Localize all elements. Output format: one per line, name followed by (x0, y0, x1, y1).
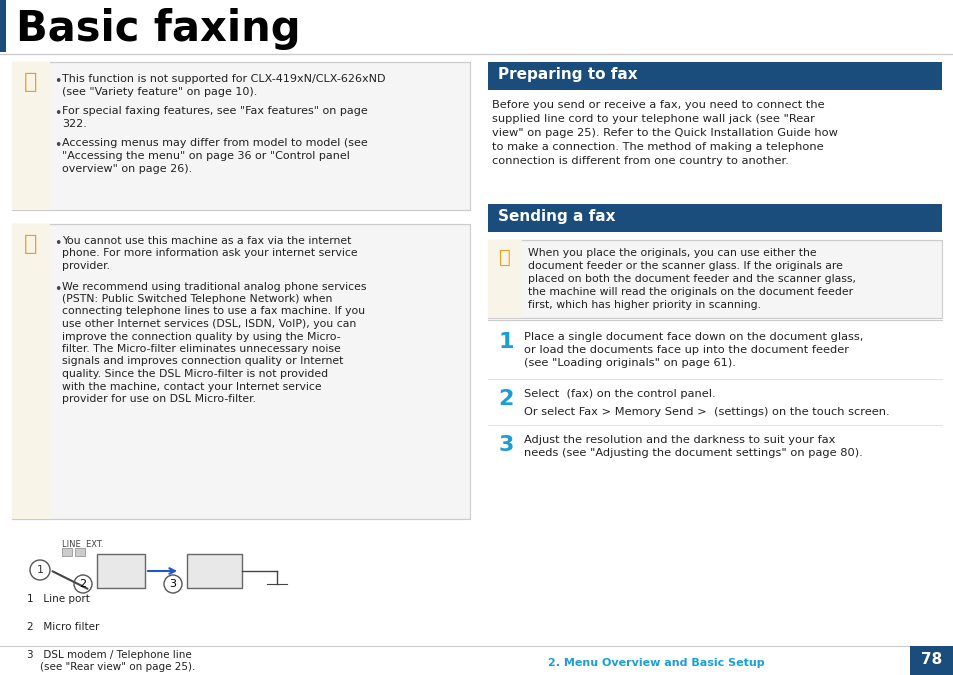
Text: (PSTN: Public Switched Telephone Network) when: (PSTN: Public Switched Telephone Network… (62, 294, 332, 304)
Bar (62, 548, 71, 556)
Text: Basic faxing: Basic faxing (16, 8, 300, 50)
Text: Select  (fax) on the control panel.: Select (fax) on the control panel. (523, 389, 715, 399)
Text: view" on page 25). Refer to the Quick Installation Guide how: view" on page 25). Refer to the Quick In… (492, 128, 837, 138)
Text: 1   Line port: 1 Line port (27, 594, 90, 604)
Text: connecting telephone lines to use a fax machine. If you: connecting telephone lines to use a fax … (62, 306, 365, 317)
Text: Adjust the resolution and the darkness to suit your fax: Adjust the resolution and the darkness t… (523, 435, 835, 445)
Text: (see "Variety feature" on page 10).: (see "Variety feature" on page 10). (62, 87, 257, 97)
Text: Place a single document face down on the document glass,: Place a single document face down on the… (523, 332, 862, 342)
Text: 🖊: 🖊 (24, 234, 38, 254)
Text: with the machine, contact your Internet service: with the machine, contact your Internet … (62, 381, 321, 391)
Text: Before you send or receive a fax, you need to connect the: Before you send or receive a fax, you ne… (492, 100, 823, 110)
Text: document feeder or the scanner glass. If the originals are: document feeder or the scanner glass. If… (527, 261, 842, 271)
Text: 78: 78 (921, 653, 942, 668)
Text: •: • (54, 237, 61, 250)
Bar (0, 0, 6, 52)
Text: needs (see "Adjusting the document settings" on page 80).: needs (see "Adjusting the document setti… (523, 448, 862, 458)
Text: 2: 2 (497, 389, 513, 409)
Bar (488, 240, 521, 318)
Bar (97, 554, 145, 588)
Text: filter. The Micro-filter eliminates unnecessary noise: filter. The Micro-filter eliminates unne… (62, 344, 340, 354)
Text: You cannot use this machine as a fax via the internet: You cannot use this machine as a fax via… (62, 236, 351, 246)
Text: Sending a fax: Sending a fax (497, 209, 615, 224)
Text: first, which has higher priority in scanning.: first, which has higher priority in scan… (527, 300, 760, 310)
Text: provider.: provider. (62, 261, 110, 271)
Text: to make a connection. The method of making a telephone: to make a connection. The method of maki… (492, 142, 822, 152)
Text: (see "Loading originals" on page 61).: (see "Loading originals" on page 61). (523, 358, 735, 368)
Text: This function is not supported for CLX-419xN/CLX-626xND: This function is not supported for CLX-4… (62, 74, 385, 84)
Text: 2: 2 (79, 579, 87, 589)
Text: Preparing to fax: Preparing to fax (497, 67, 637, 82)
Text: quality. Since the DSL Micro-filter is not provided: quality. Since the DSL Micro-filter is n… (62, 369, 328, 379)
Text: supplied line cord to your telephone wall jack (see "Rear: supplied line cord to your telephone wal… (492, 114, 814, 124)
Text: For special faxing features, see "Fax features" on page: For special faxing features, see "Fax fe… (62, 106, 367, 116)
Text: When you place the originals, you can use either the: When you place the originals, you can us… (527, 248, 816, 258)
Text: •: • (54, 75, 61, 88)
Bar (12, 224, 50, 519)
Text: 1: 1 (36, 565, 44, 575)
Bar (488, 240, 941, 318)
Text: 2   Micro filter: 2 Micro filter (27, 622, 99, 632)
Bar (75, 548, 85, 556)
Text: connection is different from one country to another.: connection is different from one country… (492, 156, 788, 166)
Text: (see "Rear view" on page 25).: (see "Rear view" on page 25). (27, 662, 195, 672)
Text: 🖊: 🖊 (498, 248, 511, 267)
Text: phone. For more information ask your internet service: phone. For more information ask your int… (62, 248, 357, 259)
Text: 3: 3 (170, 579, 176, 589)
Bar (488, 62, 941, 90)
Bar (12, 62, 470, 210)
Text: or load the documents face up into the document feeder: or load the documents face up into the d… (523, 345, 848, 355)
Text: signals and improves connection quality or Internet: signals and improves connection quality … (62, 356, 343, 367)
Text: 🖊: 🖊 (24, 72, 38, 92)
Bar (909, 646, 953, 675)
Text: 2. Menu Overview and Basic Setup: 2. Menu Overview and Basic Setup (547, 658, 763, 668)
Text: •: • (54, 139, 61, 152)
Text: Or select Fax > Memory Send >  (settings) on the touch screen.: Or select Fax > Memory Send > (settings)… (523, 407, 889, 417)
Text: 3   DSL modem / Telephone line: 3 DSL modem / Telephone line (27, 650, 192, 660)
Text: use other Internet services (DSL, ISDN, VoIP), you can: use other Internet services (DSL, ISDN, … (62, 319, 355, 329)
Text: "Accessing the menu" on page 36 or "Control panel: "Accessing the menu" on page 36 or "Cont… (62, 151, 350, 161)
Text: placed on both the document feeder and the scanner glass,: placed on both the document feeder and t… (527, 274, 855, 284)
Bar (12, 224, 470, 519)
Text: 322.: 322. (62, 119, 87, 129)
Text: 1: 1 (497, 332, 514, 352)
Text: LINE  EXT.: LINE EXT. (62, 540, 103, 549)
Text: 3: 3 (497, 435, 513, 455)
Bar (488, 204, 941, 232)
Bar (187, 554, 242, 588)
Text: •: • (54, 107, 61, 120)
Bar (12, 62, 50, 210)
Text: Accessing menus may differ from model to model (see: Accessing menus may differ from model to… (62, 138, 367, 148)
Text: •: • (54, 283, 61, 296)
Text: provider for use on DSL Micro-filter.: provider for use on DSL Micro-filter. (62, 394, 255, 404)
Text: the machine will read the originals on the document feeder: the machine will read the originals on t… (527, 287, 852, 297)
Text: overview" on page 26).: overview" on page 26). (62, 164, 193, 174)
Text: We recommend using traditional analog phone services: We recommend using traditional analog ph… (62, 281, 366, 292)
Text: improve the connection quality by using the Micro-: improve the connection quality by using … (62, 331, 340, 342)
